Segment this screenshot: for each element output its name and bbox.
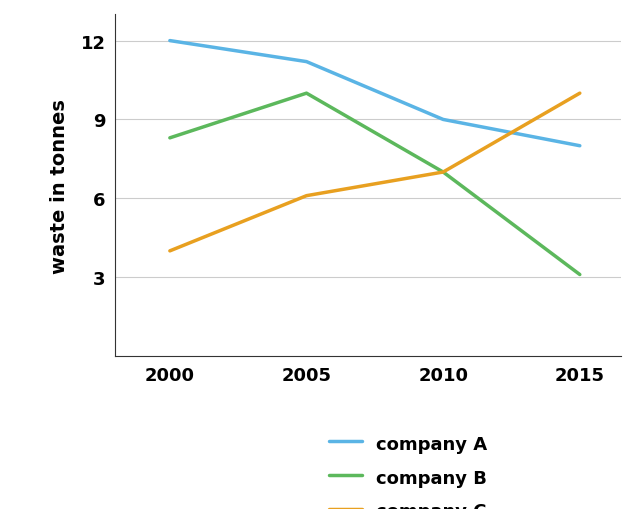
company B [166, 135, 173, 142]
company A [166, 39, 173, 45]
company C [576, 91, 584, 97]
company C [439, 169, 447, 176]
company C [166, 248, 173, 254]
company C [303, 193, 310, 200]
Line: company B: company B [170, 94, 580, 275]
Legend: company A, company B, company C: company A, company B, company C [330, 434, 488, 509]
Line: company C: company C [170, 94, 580, 251]
company B [303, 91, 310, 97]
Line: company A: company A [170, 42, 580, 147]
company B [576, 272, 584, 278]
company A [439, 117, 447, 123]
company A [576, 144, 584, 150]
Y-axis label: waste in tonnes: waste in tonnes [51, 99, 69, 273]
company B [439, 169, 447, 176]
company A [303, 60, 310, 66]
